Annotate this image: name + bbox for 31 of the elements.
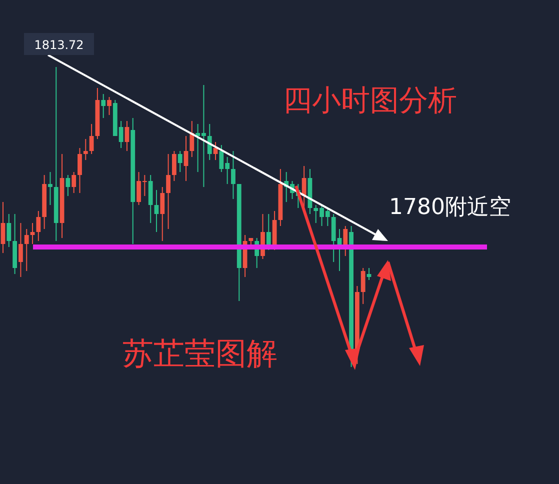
candlestick [166,154,170,230]
candlestick [360,268,366,304]
candlestick [18,222,23,278]
candlestick [124,120,130,152]
candlestick [83,138,88,160]
annotation: 1813.72 [34,38,84,52]
candlestick [0,202,6,254]
candlestick [178,150,182,172]
candlestick [6,214,12,248]
candlestick [24,228,29,272]
annotation: 苏芷莹图解 [122,336,278,372]
candlestick [172,150,176,182]
candlestick [154,190,159,232]
candlestick [302,166,306,208]
candlestick [72,172,76,194]
candlestick [66,174,70,196]
candlestick [160,186,165,242]
candlestick [190,120,194,158]
candlestick [101,94,106,118]
candlestick [78,148,82,194]
candlestick [366,268,372,280]
candlestick [48,172,52,206]
candlestick [231,150,236,200]
candlestick [36,210,41,242]
candlestick [148,174,153,224]
candlestick [184,136,188,182]
candlestick [30,222,35,244]
text: 四小时图分析 [283,83,457,117]
candlestick [89,124,94,154]
candlestick [107,96,112,116]
text: 1780附近空 [389,195,511,220]
